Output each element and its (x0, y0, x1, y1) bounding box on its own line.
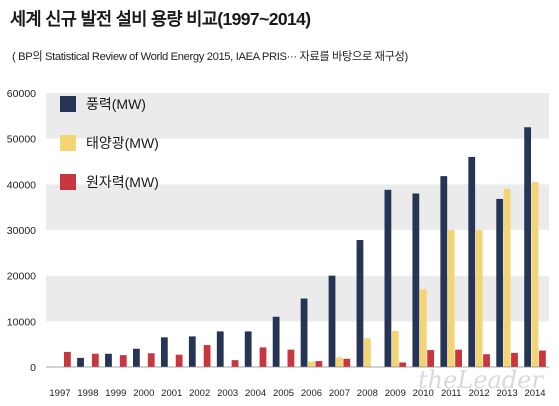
bar-원자력-2002 (203, 345, 211, 367)
grid-band (46, 275, 549, 322)
x-tick-label: 1999 (105, 388, 126, 399)
bar-원자력-2010 (427, 350, 435, 367)
bar-원자력-2011 (455, 349, 462, 367)
bar-풍력-2010 (412, 193, 420, 367)
grid-band (46, 138, 549, 185)
bar-풍력-2005 (272, 316, 280, 367)
bar-풍력-2013 (496, 198, 504, 367)
legend: 풍력(MW) 태양광(MW) 원자력(MW) (60, 96, 159, 190)
legend-label: 태양광(MW) (86, 135, 159, 151)
legend-swatch (60, 96, 76, 112)
x-tick-label: 2003 (217, 388, 238, 399)
legend-label: 원자력(MW) (86, 174, 159, 190)
legend-swatch (60, 174, 76, 190)
bar-group (63, 127, 546, 367)
bar-원자력-2013 (511, 352, 518, 367)
x-tick-label: 2013 (497, 388, 518, 399)
legend-swatch (60, 135, 76, 151)
x-tick-label: 1998 (77, 388, 98, 399)
x-tick-label: 2008 (357, 388, 378, 399)
y-tick-label: 0 (30, 362, 36, 374)
grid-bands (46, 93, 549, 367)
y-tick-label: 20000 (7, 271, 36, 283)
x-tick-label: 2005 (273, 388, 294, 399)
bar-태양광-2012 (475, 230, 483, 367)
x-tick-label: 2001 (161, 388, 182, 399)
bar-풍력-2014 (524, 127, 532, 367)
bar-풍력-2002 (188, 336, 196, 367)
bar-태양광-2010 (419, 289, 427, 367)
bar-태양광-2009 (391, 330, 399, 367)
bar-태양광-2013 (503, 188, 511, 367)
bar-원자력-2003 (231, 360, 239, 367)
y-tick-label: 50000 (7, 134, 36, 146)
bar-태양광-2008 (363, 338, 371, 367)
bar-풍력-1999 (105, 353, 112, 367)
bar-원자력-2000 (147, 353, 155, 367)
bar-태양광-2007 (336, 357, 343, 367)
grid-band (46, 93, 549, 139)
bar-원자력-2009 (399, 362, 407, 367)
bar-태양광-2006 (308, 361, 315, 367)
watermark: theLeader (418, 366, 544, 394)
y-tick-label: 30000 (7, 225, 36, 237)
y-axis: 0 10000 20000 30000 40000 50000 60000 (7, 88, 36, 374)
bar-원자력-2012 (483, 354, 490, 367)
y-tick-label: 60000 (7, 88, 36, 100)
bar-태양광-2011 (447, 230, 455, 367)
bar-풍력-2006 (300, 298, 308, 367)
grid-band (46, 184, 549, 230)
bar-풍력-2003 (216, 331, 224, 367)
bar-풍력-2009 (384, 189, 392, 367)
chart-title: 세계 신규 발전 설비 용량 비교(1997~2014) (10, 9, 311, 29)
x-tick-label: 2011 (441, 388, 461, 399)
bar-원자력-2007 (343, 358, 351, 367)
bar-원자력-2005 (287, 349, 295, 367)
grid-band (46, 321, 549, 367)
x-tick-label: 2004 (245, 388, 266, 399)
bar-풍력-1998 (77, 357, 84, 367)
bar-풍력-2008 (356, 240, 364, 367)
bar-원자력-1999 (119, 355, 127, 367)
x-tick-label: 2009 (385, 388, 406, 399)
bar-원자력-2001 (175, 354, 183, 367)
x-tick-label: 2006 (301, 388, 322, 399)
bar-풍력-2007 (328, 275, 336, 367)
grid-band (46, 230, 549, 276)
bar-풍력-2000 (133, 348, 140, 367)
x-tick-label: 2007 (329, 388, 350, 399)
bar-풍력-2004 (244, 331, 252, 367)
bar-풍력-2001 (160, 337, 168, 367)
bar-풍력-2012 (468, 156, 476, 367)
x-tick-label: 2014 (524, 388, 545, 399)
bar-원자력-2004 (259, 347, 267, 367)
x-tick-label: 2010 (413, 388, 434, 399)
bar-원자력-2006 (315, 361, 323, 367)
bar-풍력-2011 (440, 176, 448, 367)
x-tick-label: 2012 (469, 388, 490, 399)
bar-원자력-2014 (539, 350, 546, 367)
chart-subtitle: ( BP의 Statistical Review of World Energy… (12, 51, 408, 63)
x-axis: 1997 1998 1999 2000 2001 2002 2003 2004 2005 2006… (46, 366, 549, 399)
y-tick-label: 40000 (7, 179, 36, 191)
bar-원자력-1997 (63, 351, 71, 367)
bar-태양광-2014 (531, 182, 539, 367)
x-tick-label: 2002 (189, 388, 210, 399)
bar-원자력-1998 (91, 353, 99, 367)
x-tick-label: 2000 (133, 388, 154, 399)
y-tick-label: 10000 (7, 316, 36, 328)
x-tick-label: 1997 (49, 388, 70, 399)
legend-label: 풍력(MW) (86, 96, 146, 112)
